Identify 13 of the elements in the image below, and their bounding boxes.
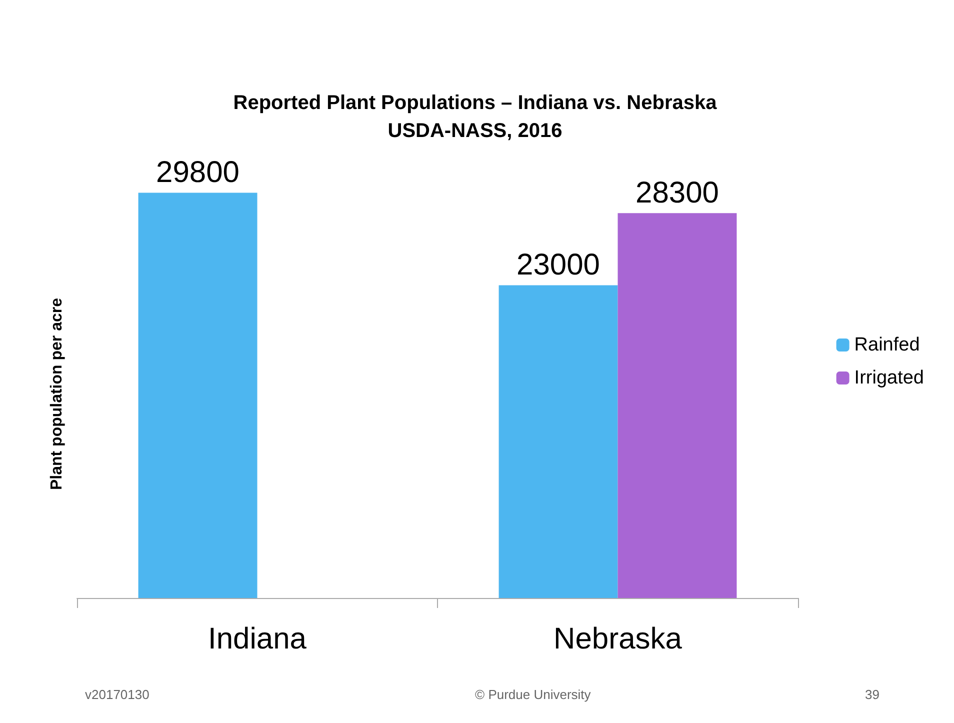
text: © Purdue University xyxy=(475,687,592,702)
chart-subtitle: USDA-NASS, 2016 xyxy=(388,120,562,142)
y-axis-title: Plant population per acre xyxy=(48,298,66,490)
x-tick-label: Indiana xyxy=(208,622,307,656)
legend-label: Irrigated xyxy=(854,368,924,388)
chart-title: Reported Plant Populations – Indiana vs. Nebraska xyxy=(233,92,718,114)
data-label: 28300 xyxy=(636,176,719,210)
text: 39 xyxy=(865,687,880,702)
data-label: 23000 xyxy=(516,248,600,282)
x-tick-label: Nebraska xyxy=(554,622,682,656)
data-label: 29800 xyxy=(156,156,240,190)
text: v20170130 xyxy=(85,687,150,702)
legend-label: Rainfed xyxy=(854,334,920,356)
